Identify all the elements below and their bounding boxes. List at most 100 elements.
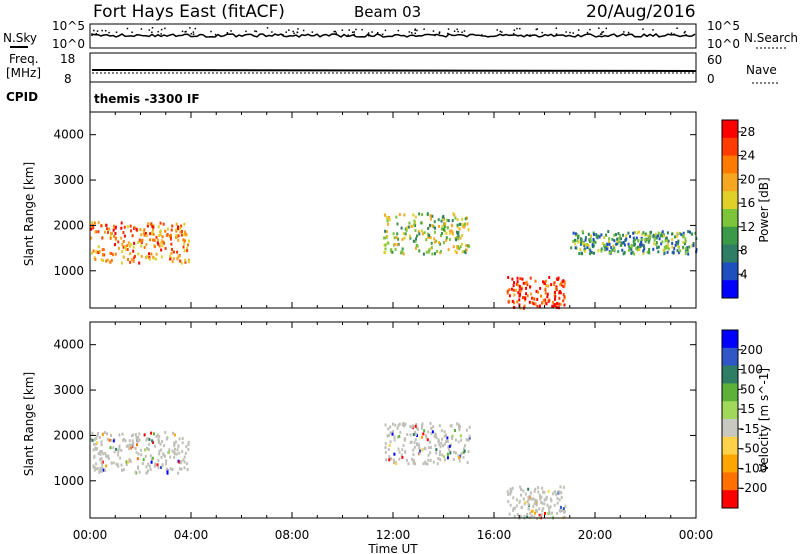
- echo-cell: [679, 249, 682, 253]
- echo-cell: [129, 252, 132, 256]
- nsearch-point: [414, 29, 416, 31]
- echo-cell: [414, 424, 417, 428]
- echo-cell: [671, 241, 674, 245]
- echo-cell: [171, 467, 174, 471]
- echo-cell: [152, 232, 155, 236]
- echo-cell: [406, 226, 409, 230]
- nsearch-point: [432, 30, 435, 32]
- echo-cell: [426, 438, 429, 442]
- echo-cell: [522, 489, 525, 493]
- echo-cell: [128, 439, 131, 443]
- echo-cell: [416, 427, 419, 431]
- echo-cell: [456, 246, 459, 250]
- echo-cell: [459, 424, 462, 428]
- echo-cell: [133, 254, 136, 258]
- echo-cell: [164, 246, 167, 250]
- echo-cell: [452, 457, 455, 461]
- echo-cell: [451, 436, 454, 440]
- echo-cell: [422, 432, 425, 436]
- echo-cell: [120, 236, 123, 240]
- echo-cell: [176, 235, 179, 239]
- echo-cell: [448, 237, 451, 241]
- echo-cell: [387, 433, 390, 437]
- echo-cell: [529, 285, 532, 289]
- echo-cell: [517, 283, 520, 287]
- echo-cell: [164, 430, 167, 434]
- echo-cell: [133, 241, 136, 245]
- echo-cell: [666, 242, 669, 246]
- nsearch-point: [481, 34, 483, 36]
- echo-cell: [117, 453, 120, 457]
- echo-cell: [542, 490, 545, 494]
- echo-cell: [135, 436, 138, 440]
- echo-cell: [146, 224, 149, 228]
- echo-cell: [418, 443, 421, 447]
- echo-cell: [93, 442, 96, 446]
- nsearch-point: [96, 30, 99, 32]
- echo-cell: [148, 437, 151, 441]
- echo-cell: [100, 450, 103, 454]
- echo-cell: [424, 461, 427, 465]
- echo-cell: [695, 248, 698, 252]
- echo-cell: [553, 290, 556, 294]
- echo-cell: [99, 467, 102, 471]
- echo-cell: [158, 434, 161, 438]
- echo-cell: [147, 469, 150, 473]
- nsearch-point: [512, 32, 515, 35]
- echo-cell: [457, 237, 460, 241]
- echo-cell: [412, 213, 415, 217]
- echo-cell: [530, 514, 533, 518]
- echo-cell: [158, 233, 161, 237]
- colorbar-swatch: [722, 209, 738, 228]
- echo-cell: [420, 221, 423, 225]
- echo-cell: [467, 228, 470, 232]
- echo-cell: [456, 232, 459, 236]
- echo-cell: [398, 213, 401, 217]
- echo-cell: [613, 248, 616, 252]
- echo-cell: [531, 300, 534, 304]
- echo-cell: [509, 488, 512, 492]
- echo-cell: [153, 245, 156, 249]
- echo-cell: [613, 233, 616, 237]
- echo-cell: [183, 233, 186, 237]
- echo-cell: [665, 244, 668, 248]
- echo-cell: [434, 444, 437, 448]
- echo-cell: [589, 252, 592, 256]
- echo-cell: [384, 247, 387, 251]
- echo-cell: [562, 485, 565, 489]
- echo-cell: [140, 453, 143, 457]
- echo-cell: [152, 224, 155, 228]
- echo-cell: [577, 234, 580, 238]
- echo-cell: [536, 304, 539, 308]
- echo-cell: [420, 435, 423, 439]
- echo-cell: [385, 230, 388, 234]
- echo-cell: [90, 227, 93, 231]
- echo-cell: [176, 448, 179, 452]
- echo-cell: [644, 238, 647, 242]
- echo-cell: [96, 467, 99, 471]
- echo-cell: [563, 284, 566, 288]
- echo-cell: [671, 237, 674, 241]
- echo-cell: [563, 303, 566, 307]
- echo-cell: [151, 439, 154, 443]
- echo-cell: [152, 238, 155, 242]
- echo-cell: [412, 458, 415, 462]
- y-tick-label: 1000: [53, 264, 84, 278]
- echo-cell: [393, 452, 396, 456]
- echo-cell: [545, 497, 548, 501]
- echo-cell: [456, 225, 459, 229]
- echo-cell: [589, 239, 592, 243]
- echo-cell: [95, 467, 98, 471]
- colorbar-swatch: [722, 173, 738, 192]
- echo-cell: [443, 228, 446, 232]
- echo-cell: [187, 447, 190, 451]
- echo-cell: [139, 228, 142, 232]
- nsearch-point: [285, 31, 288, 33]
- echo-cell: [393, 435, 396, 439]
- echo-cell: [96, 434, 99, 438]
- echo-cell: [684, 248, 687, 252]
- echo-cell: [409, 425, 412, 429]
- echo-cell: [157, 466, 160, 470]
- power-ylabel: Slant Range [km]: [22, 162, 36, 266]
- echo-cell: [408, 221, 411, 225]
